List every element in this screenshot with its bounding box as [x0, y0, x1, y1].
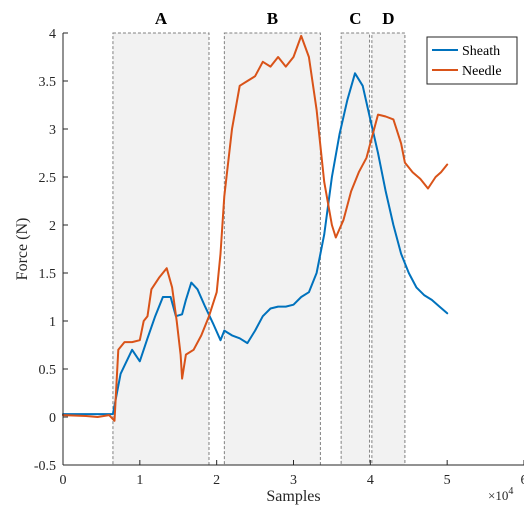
series-group — [62, 34, 449, 422]
region-group: A B C D — [112, 9, 406, 466]
y-tick-label: 0.5 — [39, 363, 57, 378]
legend-box — [426, 36, 518, 85]
x-axis-exponent: ×104 — [488, 486, 513, 503]
series-line-sheath — [62, 72, 449, 416]
x-tick-label: 4 — [367, 473, 374, 488]
legend-label-sheath: Sheath — [462, 44, 500, 59]
y-tick-label: -0.5 — [34, 459, 56, 474]
y-axis-label: Force (N) — [14, 218, 31, 281]
y-tick-label: 1 — [49, 315, 56, 330]
x-tick-label: 5 — [444, 473, 451, 488]
region-label-b: B — [267, 9, 278, 28]
y-tick-label: 1.5 — [39, 267, 57, 282]
x-axis-exponent-base: ×10 — [488, 488, 508, 503]
y-tick-label: 3 — [49, 123, 56, 138]
legend: Sheath Needle — [426, 36, 518, 85]
x-tick-label: 6 — [521, 473, 524, 488]
x-tick-label: 3 — [290, 473, 297, 488]
x-tick-label: 0 — [60, 473, 67, 488]
y-tick-label: 2.5 — [39, 171, 57, 186]
region-a — [112, 32, 210, 466]
x-tick-label: 1 — [136, 473, 143, 488]
region-b — [223, 32, 321, 466]
y-tick-label: 0 — [49, 411, 56, 426]
y-tick-label: 3.5 — [39, 75, 57, 90]
y-tick-label: 2 — [49, 219, 56, 234]
axes-group: 0 1 2 3 4 5 6 -0.5 0 0.5 1 1.5 2 2.5 3 3.5 4 — [34, 27, 524, 488]
series-line-needle — [62, 34, 449, 422]
region-label-c: C — [349, 9, 361, 28]
legend-label-needle: Needle — [462, 64, 502, 79]
x-tick-label: 2 — [213, 473, 220, 488]
region-label-a: A — [155, 9, 168, 28]
y-tick-label: 4 — [49, 27, 56, 42]
x-axis-exponent-power: 4 — [508, 486, 513, 497]
x-axis-label: Samples — [266, 488, 320, 505]
region-label-d: D — [382, 9, 394, 28]
